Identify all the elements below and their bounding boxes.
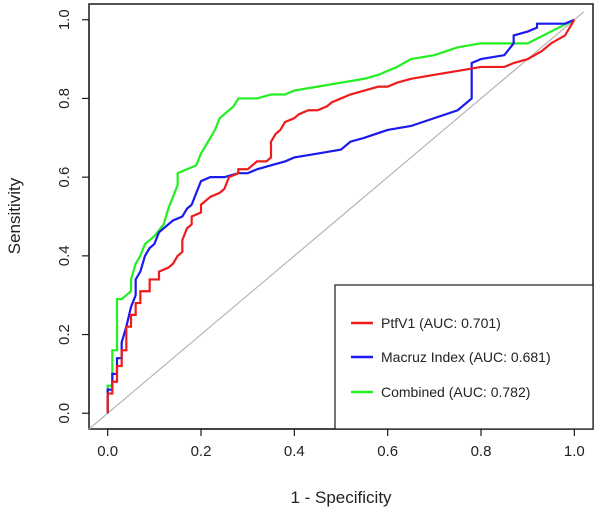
y-tick-label: 0.2 xyxy=(56,324,73,345)
y-tick-label: 0.6 xyxy=(56,167,73,188)
legend-box xyxy=(334,284,594,430)
x-tick-label: 0.2 xyxy=(191,443,212,460)
x-axis-title: 1 - Specificity xyxy=(290,488,392,507)
x-tick-label: 0.6 xyxy=(377,443,398,460)
series-line-ptfv1 xyxy=(106,19,576,414)
y-tick-label: 0.4 xyxy=(56,245,73,266)
legend-label-combined: Combined (AUC: 0.782) xyxy=(381,384,530,400)
reference-diagonal-line xyxy=(88,11,585,430)
legend: PtfV1 (AUC: 0.701) Macruz Index (AUC: 0.6… xyxy=(334,284,594,430)
y-axis-title: Sensitivity xyxy=(5,177,24,254)
y-tick-label: 1.0 xyxy=(56,9,73,30)
axis-layer: 0.0 0.2 0.4 0.6 0.8 1.0 0.0 0.2 0.4 0.6 0.8 1.0 xyxy=(56,9,585,460)
reference-layer xyxy=(88,11,585,430)
x-tick-label: 1.0 xyxy=(564,443,585,460)
x-tick-label: 0.4 xyxy=(284,443,305,460)
series-line-combined xyxy=(106,18,575,414)
legend-label-ptfv1: PtfV1 (AUC: 0.701) xyxy=(381,315,501,331)
x-tick-label: 0.8 xyxy=(471,443,492,460)
y-tick-label: 0.8 xyxy=(56,88,73,109)
x-tick-label: 0.0 xyxy=(97,443,118,460)
series-layer xyxy=(106,18,576,414)
y-tick-label: 0.0 xyxy=(56,403,73,424)
legend-label-macruz-index: Macruz Index (AUC: 0.681) xyxy=(381,349,551,365)
